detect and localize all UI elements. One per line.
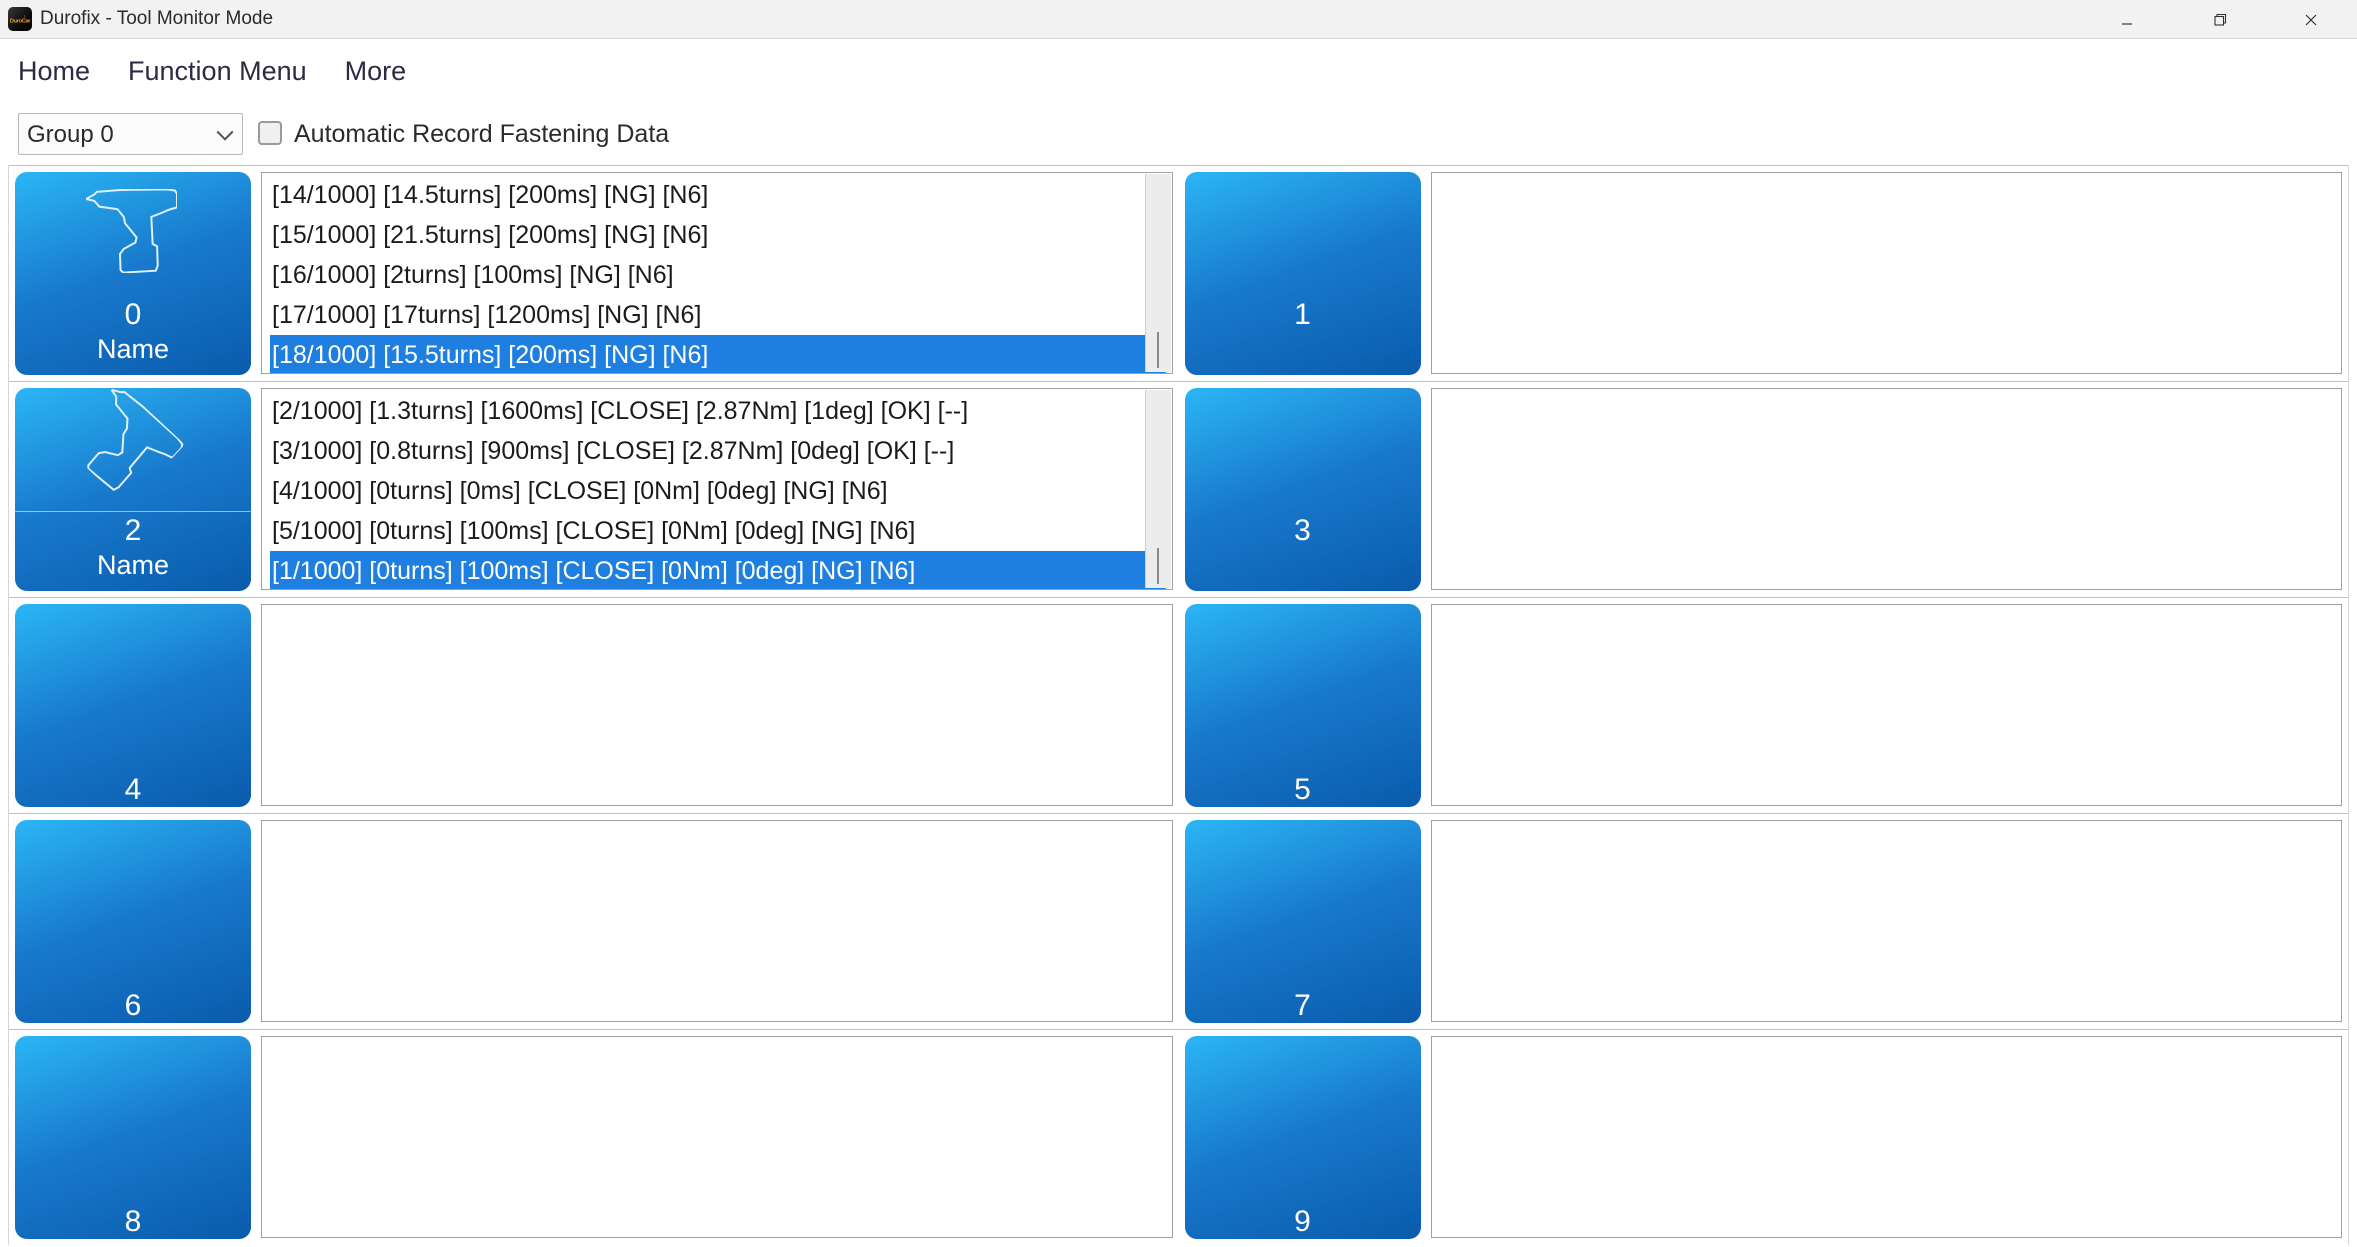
svg-text:DuroCar: DuroCar xyxy=(10,19,31,25)
